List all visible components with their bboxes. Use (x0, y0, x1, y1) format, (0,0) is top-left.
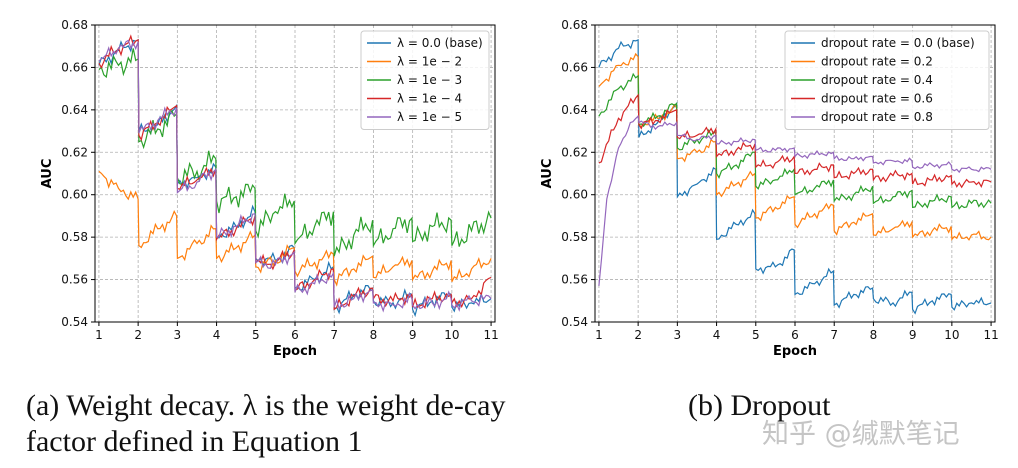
x-tick-label: 6 (791, 328, 799, 342)
y-tick-label: 0.68 (61, 18, 88, 32)
y-tick-label: 0.58 (61, 230, 88, 244)
y-tick-label: 0.66 (561, 60, 588, 74)
y-tick-label: 0.60 (561, 188, 588, 202)
legend: dropout rate = 0.0 (base) dropout rate = … (784, 30, 990, 130)
series-line (98, 48, 492, 257)
ticks: 1 2 3 4 5 6 7 8 9 10 11 0.54 0.56 0.58 0.60 0.62 0.64 0.6… (561, 18, 998, 342)
x-tick-label: 11 (983, 328, 998, 342)
caption-a-text: Weight decay. λ is the weight de-cay fac… (26, 389, 506, 458)
caption-dropout: (b) Dropout (688, 388, 908, 424)
chart-svg: 1 2 3 4 5 6 7 8 9 10 11 0.54 0.56 0.58 0.60 0.62 0.64 0.6… (40, 18, 499, 359)
x-tick-label: 2 (134, 328, 142, 342)
caption-a-prefix: (a) (26, 389, 60, 422)
weight-decay-chart: 1 2 3 4 5 6 7 8 9 10 11 0.54 0.56 0.58 0.60 0.62 0.64 0.6… (0, 0, 500, 375)
y-axis-label: AUC (540, 159, 555, 189)
x-tick-label: 5 (752, 328, 760, 342)
x-tick-label: 1 (95, 328, 103, 342)
y-axis-label: AUC (40, 159, 55, 189)
y-tick-label: 0.56 (561, 273, 588, 287)
series-lines (98, 34, 492, 318)
x-tick-label: 3 (674, 328, 682, 342)
watermark: 知乎 @缄默笔记 (762, 419, 960, 450)
series-lines (598, 39, 992, 315)
series-line (598, 114, 992, 286)
legend-label: dropout rate = 0.2 (821, 55, 933, 69)
legend-label: λ = 1e − 4 (397, 92, 462, 106)
y-tick-label: 0.66 (61, 60, 88, 74)
x-tick-label: 7 (830, 328, 838, 342)
x-tick-label: 5 (252, 328, 260, 342)
x-tick-label: 9 (409, 328, 417, 342)
y-tick-label: 0.62 (561, 145, 588, 159)
ticks: 1 2 3 4 5 6 7 8 9 10 11 0.54 0.56 0.58 0.60 0.62 0.64 0.6… (61, 18, 498, 342)
y-tick-label: 0.62 (61, 145, 88, 159)
y-tick-label: 0.58 (561, 230, 588, 244)
y-tick-label: 0.64 (561, 103, 588, 117)
x-tick-label: 11 (483, 328, 498, 342)
x-tick-label: 4 (213, 328, 221, 342)
x-tick-label: 4 (713, 328, 721, 342)
x-tick-label: 1 (595, 328, 603, 342)
y-tick-label: 0.68 (561, 18, 588, 32)
x-tick-label: 3 (174, 328, 182, 342)
x-tick-label: 10 (444, 328, 459, 342)
y-tick-label: 0.60 (61, 188, 88, 202)
x-tick-label: 9 (909, 328, 917, 342)
x-axis-label: Epoch (773, 344, 817, 359)
legend-box (360, 30, 490, 130)
legend-label: dropout rate = 0.8 (821, 110, 933, 124)
caption-weight-decay: (a) Weight decay. λ is the weight de-cay… (26, 388, 526, 460)
legend-box (784, 30, 990, 130)
y-tick-label: 0.56 (61, 273, 88, 287)
legend-label: λ = 1e − 3 (397, 73, 462, 87)
y-tick-label: 0.54 (561, 315, 588, 329)
series-line (598, 72, 992, 210)
x-axis-label: Epoch (273, 344, 317, 359)
legend-label: λ = 1e − 5 (397, 110, 462, 124)
x-tick-label: 8 (870, 328, 878, 342)
legend-label: dropout rate = 0.4 (821, 73, 933, 87)
series-line (98, 39, 492, 313)
legend: λ = 0.0 (base) λ = 1e − 2 λ = 1e − 3 λ = 1e… (360, 30, 490, 130)
caption-b-text: Dropout (730, 389, 831, 422)
legend-label: λ = 0.0 (base) (397, 36, 483, 50)
legend-label: dropout rate = 0.6 (821, 92, 933, 106)
x-tick-label: 6 (291, 328, 299, 342)
series-line (598, 93, 992, 189)
y-tick-label: 0.54 (61, 315, 88, 329)
legend-label: λ = 1e − 2 (397, 55, 462, 69)
y-tick-label: 0.64 (61, 103, 88, 117)
legend-label: dropout rate = 0.0 (base) (821, 36, 975, 50)
chart-svg: 1 2 3 4 5 6 7 8 9 10 11 0.54 0.56 0.58 0.60 0.62 0.64 0.6… (540, 18, 999, 359)
x-tick-label: 8 (370, 328, 378, 342)
x-tick-label: 10 (944, 328, 959, 342)
x-tick-label: 2 (634, 328, 642, 342)
dropout-chart: 1 2 3 4 5 6 7 8 9 10 11 0.54 0.56 0.58 0.60 0.62 0.64 0.6… (500, 0, 1000, 375)
series-line (598, 39, 992, 315)
x-tick-label: 7 (330, 328, 338, 342)
caption-b-prefix: (b) (688, 389, 723, 422)
